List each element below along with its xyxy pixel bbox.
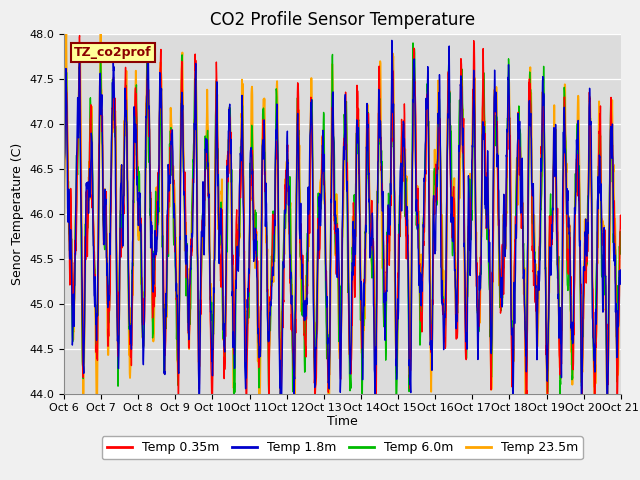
- Temp 6.0m: [409, 40, 417, 46]
- Temp 0.35m: [591, 416, 598, 422]
- Temp 0.35m: [316, 229, 324, 235]
- Line: Temp 23.5m: Temp 23.5m: [64, 28, 621, 423]
- Temp 0.35m: [76, 33, 83, 38]
- Temp 6.0m: [331, 201, 339, 207]
- Temp 1.8m: [277, 423, 285, 429]
- Legend: Temp 0.35m, Temp 1.8m, Temp 6.0m, Temp 23.5m: Temp 0.35m, Temp 1.8m, Temp 6.0m, Temp 2…: [102, 436, 583, 459]
- Temp 23.5m: [601, 289, 609, 295]
- Temp 23.5m: [60, 233, 68, 239]
- Line: Temp 0.35m: Temp 0.35m: [64, 36, 621, 419]
- Temp 23.5m: [317, 179, 324, 185]
- Temp 6.0m: [88, 163, 96, 169]
- Temp 6.0m: [499, 271, 507, 277]
- Temp 0.35m: [499, 262, 506, 268]
- Temp 1.8m: [499, 251, 507, 256]
- Temp 1.8m: [331, 198, 339, 204]
- Temp 23.5m: [88, 185, 96, 191]
- Temp 0.35m: [89, 210, 97, 216]
- Temp 1.8m: [388, 37, 396, 43]
- Temp 0.35m: [617, 225, 625, 231]
- Temp 0.35m: [331, 230, 339, 236]
- Temp 6.0m: [601, 269, 609, 275]
- Text: TZ_co2prof: TZ_co2prof: [74, 46, 152, 59]
- Temp 6.0m: [617, 236, 625, 241]
- Temp 6.0m: [60, 210, 68, 216]
- Temp 6.0m: [602, 261, 609, 266]
- X-axis label: Time: Time: [327, 415, 358, 428]
- Temp 6.0m: [392, 409, 400, 415]
- Temp 23.5m: [97, 25, 104, 31]
- Temp 23.5m: [499, 252, 507, 258]
- Temp 1.8m: [601, 264, 609, 269]
- Title: CO2 Profile Sensor Temperature: CO2 Profile Sensor Temperature: [210, 11, 475, 29]
- Y-axis label: Senor Temperature (C): Senor Temperature (C): [11, 143, 24, 285]
- Temp 23.5m: [602, 282, 609, 288]
- Temp 1.8m: [88, 168, 96, 174]
- Line: Temp 1.8m: Temp 1.8m: [64, 40, 621, 426]
- Temp 23.5m: [332, 228, 339, 234]
- Temp 0.35m: [602, 244, 609, 250]
- Temp 23.5m: [291, 420, 298, 426]
- Temp 0.35m: [601, 228, 609, 233]
- Line: Temp 6.0m: Temp 6.0m: [64, 43, 621, 412]
- Temp 1.8m: [316, 220, 324, 226]
- Temp 1.8m: [60, 194, 68, 200]
- Temp 0.35m: [60, 197, 68, 203]
- Temp 23.5m: [617, 240, 625, 245]
- Temp 1.8m: [617, 267, 625, 273]
- Temp 6.0m: [316, 219, 324, 225]
- Temp 1.8m: [602, 273, 609, 279]
